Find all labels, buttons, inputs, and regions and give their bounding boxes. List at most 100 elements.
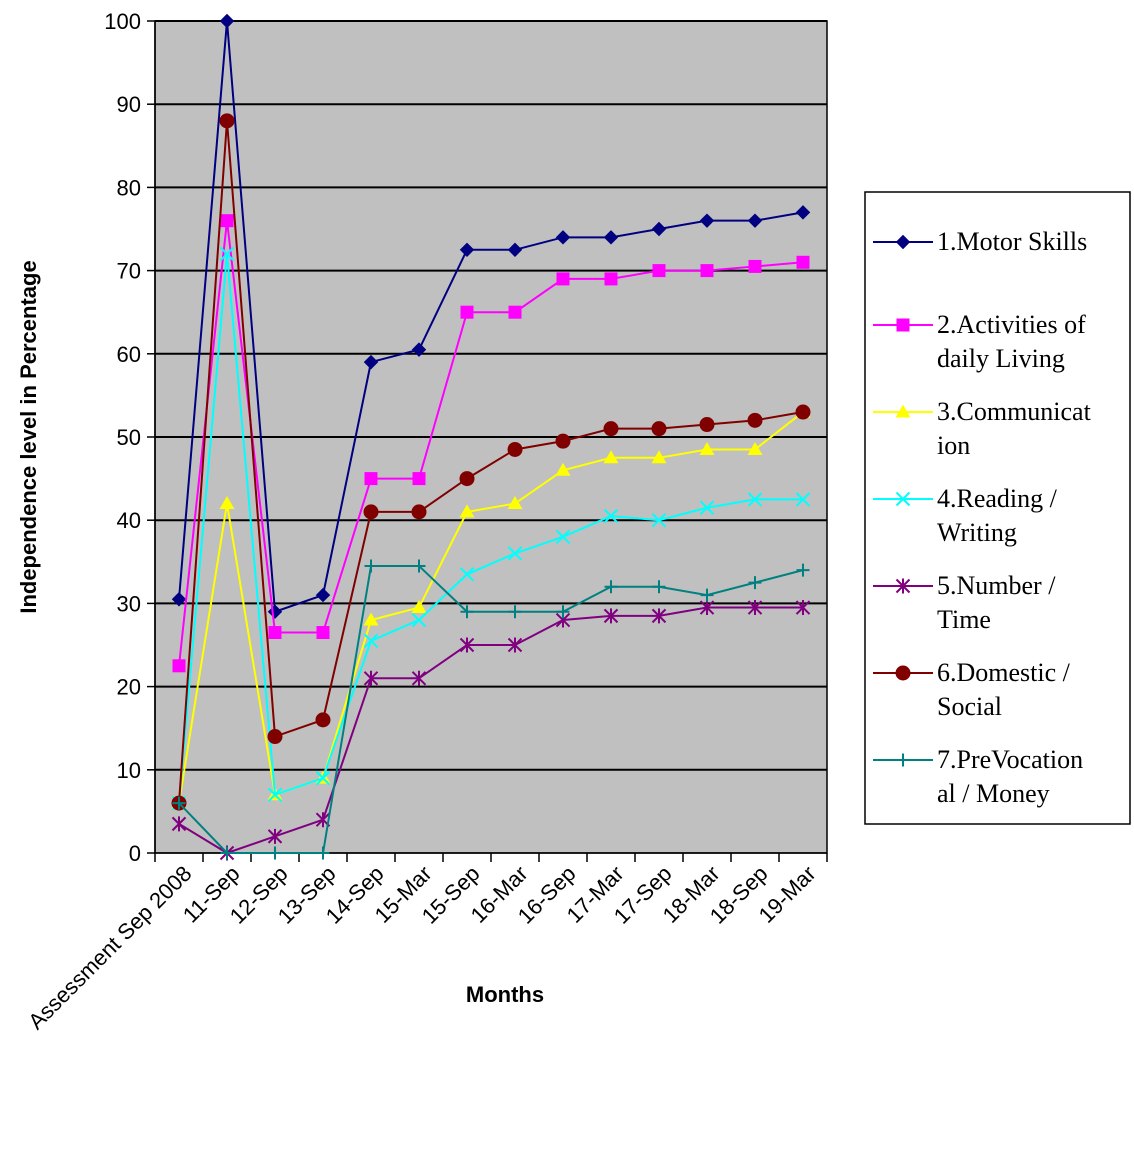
x-axis-ticks: Assessment Sep 200811-Sep12-Sep13-Sep14-… bbox=[23, 853, 828, 1034]
series bbox=[171, 13, 811, 619]
data-point bbox=[603, 230, 619, 245]
data-point bbox=[604, 580, 618, 594]
data-point bbox=[556, 605, 570, 619]
data-point bbox=[172, 659, 186, 673]
series-line bbox=[178, 253, 803, 804]
data-point bbox=[219, 496, 235, 510]
y-tick-label: 10 bbox=[117, 758, 141, 783]
data-point bbox=[603, 421, 619, 437]
legend-entry: 1.Motor Skills bbox=[873, 227, 1087, 256]
legend-label: daily Living bbox=[937, 344, 1065, 373]
data-point bbox=[699, 600, 715, 616]
series bbox=[171, 600, 811, 861]
data-point bbox=[460, 305, 474, 319]
y-tick-label: 20 bbox=[117, 675, 141, 700]
data-point bbox=[651, 421, 667, 437]
legend-label: 6.Domestic / bbox=[937, 658, 1071, 687]
data-point bbox=[412, 559, 426, 573]
data-point bbox=[700, 264, 714, 278]
data-point bbox=[747, 600, 763, 616]
data-point bbox=[507, 546, 523, 561]
data-point bbox=[747, 441, 763, 455]
data-point bbox=[315, 770, 331, 786]
data-point bbox=[219, 13, 235, 29]
data-point bbox=[895, 665, 911, 681]
series-line bbox=[178, 220, 804, 666]
data-point bbox=[363, 504, 379, 520]
legend-entry: 5.Number / Time bbox=[873, 571, 1056, 634]
y-tick-label: 60 bbox=[117, 342, 141, 367]
data-point bbox=[459, 242, 475, 258]
legend-entry: 4.Reading / Writing bbox=[873, 484, 1058, 547]
legend-entry: 6.Domestic / Social bbox=[873, 658, 1071, 721]
data-point bbox=[652, 580, 666, 594]
legend-box bbox=[864, 191, 1131, 825]
data-point bbox=[315, 587, 331, 603]
data-point bbox=[507, 242, 523, 258]
legend-label: Writing bbox=[937, 518, 1017, 547]
y-tick-label: 70 bbox=[117, 259, 141, 284]
data-point bbox=[267, 787, 283, 802]
y-tick-label: 80 bbox=[117, 175, 141, 200]
series bbox=[172, 559, 810, 860]
data-point bbox=[555, 433, 571, 449]
data-point bbox=[651, 608, 667, 624]
data-point bbox=[411, 600, 427, 614]
data-point bbox=[603, 508, 619, 524]
data-point bbox=[699, 213, 715, 228]
data-point bbox=[795, 600, 811, 616]
legend-label: 5.Number / bbox=[937, 571, 1056, 600]
data-point bbox=[363, 354, 379, 370]
series bbox=[172, 214, 810, 673]
data-point bbox=[896, 318, 910, 332]
data-point bbox=[747, 492, 763, 507]
data-point bbox=[171, 592, 187, 607]
data-point bbox=[699, 500, 715, 515]
series-line bbox=[178, 20, 804, 614]
data-point bbox=[219, 113, 235, 129]
data-point bbox=[555, 462, 571, 476]
data-point bbox=[699, 417, 715, 433]
legend-label: 7.PreVocation bbox=[937, 745, 1083, 774]
legend-entry: 7.PreVocation al / Money bbox=[873, 745, 1083, 808]
data-point bbox=[507, 441, 523, 457]
y-axis-ticks: 0 10 20 30 40 50 60 70 80 90 100 bbox=[104, 9, 155, 866]
data-point bbox=[459, 567, 475, 582]
data-point bbox=[364, 559, 378, 573]
legend-label: Time bbox=[937, 605, 991, 634]
legend-label: 3.Communicat bbox=[937, 397, 1092, 426]
legend-label: ion bbox=[937, 431, 970, 460]
series-line bbox=[178, 606, 803, 855]
data-point bbox=[268, 846, 282, 860]
series bbox=[171, 113, 811, 811]
data-point bbox=[411, 670, 427, 686]
data-point bbox=[267, 828, 283, 844]
data-point bbox=[508, 305, 522, 319]
data-point bbox=[459, 504, 475, 518]
data-point bbox=[895, 404, 911, 418]
data-point bbox=[555, 230, 571, 245]
data-point bbox=[556, 272, 570, 286]
data-point bbox=[363, 633, 379, 649]
data-point bbox=[747, 213, 763, 228]
data-point bbox=[172, 796, 186, 810]
series-group bbox=[171, 13, 811, 861]
data-point bbox=[411, 504, 427, 520]
legend-entry: 2.Activities of daily Living bbox=[873, 310, 1086, 373]
data-point bbox=[652, 264, 666, 278]
x-axis-title: Months bbox=[466, 982, 544, 1007]
data-point bbox=[699, 441, 715, 455]
y-tick-label: 0 bbox=[129, 841, 141, 866]
data-point bbox=[220, 846, 234, 860]
data-point bbox=[171, 816, 187, 832]
data-point bbox=[896, 753, 910, 767]
data-point bbox=[603, 608, 619, 624]
y-tick-label: 40 bbox=[117, 508, 141, 533]
data-point bbox=[507, 637, 523, 653]
data-point bbox=[460, 605, 474, 619]
data-point bbox=[651, 512, 667, 528]
legend-label: Social bbox=[937, 692, 1002, 721]
y-tick-label: 30 bbox=[117, 591, 141, 616]
data-point bbox=[747, 412, 763, 428]
data-point bbox=[748, 576, 762, 590]
